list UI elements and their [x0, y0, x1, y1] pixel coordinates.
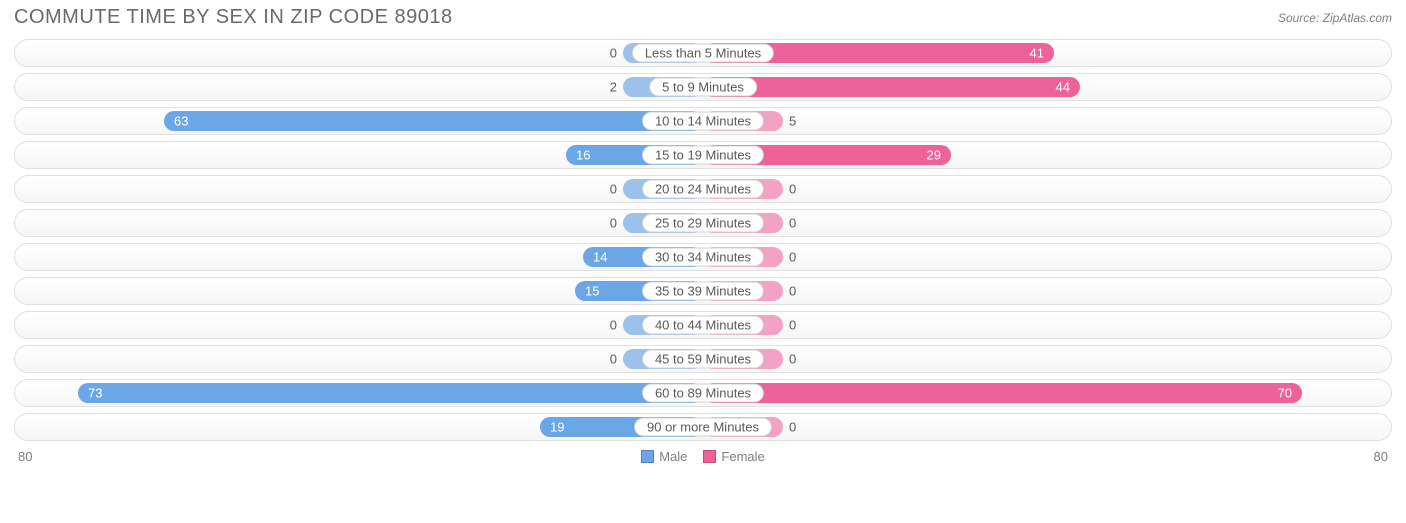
male-value: 14: [593, 250, 607, 265]
legend-female-swatch: [703, 450, 716, 463]
chart-header: Commute Time By Sex in Zip Code 89018 So…: [0, 0, 1406, 39]
male-value: 73: [88, 386, 102, 401]
female-value: 0: [789, 318, 796, 333]
chart-row: 14 0 30 to 34 Minutes: [14, 243, 1392, 271]
chart-row: 63 5 10 to 14 Minutes: [14, 107, 1392, 135]
category-label: 25 to 29 Minutes: [642, 214, 764, 233]
male-value: 0: [610, 352, 617, 367]
category-label: 15 to 19 Minutes: [642, 146, 764, 165]
axis-right-label: 80: [1374, 449, 1388, 464]
legend-female: Female: [703, 449, 764, 464]
category-label: 30 to 34 Minutes: [642, 248, 764, 267]
chart-row: 0 0 45 to 59 Minutes: [14, 345, 1392, 373]
male-value: 15: [585, 284, 599, 299]
male-value: 2: [610, 80, 617, 95]
chart-footer: 80 Male Female 80: [0, 447, 1406, 464]
category-label: 90 or more Minutes: [634, 418, 772, 437]
legend-male-label: Male: [659, 449, 687, 464]
female-value: 0: [789, 352, 796, 367]
female-value: 0: [789, 284, 796, 299]
category-label: 60 to 89 Minutes: [642, 384, 764, 403]
male-value: 0: [610, 318, 617, 333]
female-value: 41: [1030, 46, 1044, 61]
axis-left-label: 80: [18, 449, 32, 464]
female-value: 0: [789, 420, 796, 435]
female-value: 29: [927, 148, 941, 163]
female-value: 44: [1056, 80, 1070, 95]
female-value: 70: [1278, 386, 1292, 401]
legend: Male Female: [641, 449, 765, 464]
chart-title: Commute Time By Sex in Zip Code 89018: [14, 6, 453, 29]
chart-row: 0 0 25 to 29 Minutes: [14, 209, 1392, 237]
chart-row: 2 44 5 to 9 Minutes: [14, 73, 1392, 101]
category-label: 10 to 14 Minutes: [642, 112, 764, 131]
male-bar: 73: [78, 383, 703, 403]
category-label: 5 to 9 Minutes: [649, 78, 757, 97]
male-value: 63: [174, 114, 188, 129]
female-value: 0: [789, 250, 796, 265]
category-label: 20 to 24 Minutes: [642, 180, 764, 199]
male-value: 0: [610, 46, 617, 61]
chart-row: 0 0 20 to 24 Minutes: [14, 175, 1392, 203]
chart-row: 16 29 15 to 19 Minutes: [14, 141, 1392, 169]
female-value: 5: [789, 114, 796, 129]
female-value: 0: [789, 182, 796, 197]
male-value: 19: [550, 420, 564, 435]
male-value: 0: [610, 216, 617, 231]
legend-male: Male: [641, 449, 687, 464]
category-label: 40 to 44 Minutes: [642, 316, 764, 335]
chart-row: 15 0 35 to 39 Minutes: [14, 277, 1392, 305]
chart-row: 19 0 90 or more Minutes: [14, 413, 1392, 441]
male-bar: 63: [164, 111, 703, 131]
male-value: 0: [610, 182, 617, 197]
legend-female-label: Female: [721, 449, 764, 464]
male-value: 16: [576, 148, 590, 163]
legend-male-swatch: [641, 450, 654, 463]
chart-row: 73 70 60 to 89 Minutes: [14, 379, 1392, 407]
category-label: 45 to 59 Minutes: [642, 350, 764, 369]
category-label: 35 to 39 Minutes: [642, 282, 764, 301]
female-bar: 44: [703, 77, 1080, 97]
chart-row: 0 41 Less than 5 Minutes: [14, 39, 1392, 67]
chart-area: 0 41 Less than 5 Minutes 2 44 5 to 9 Minutes 6…: [0, 39, 1406, 441]
chart-row: 0 0 40 to 44 Minutes: [14, 311, 1392, 339]
category-label: Less than 5 Minutes: [632, 44, 774, 63]
female-bar: 70: [703, 383, 1302, 403]
chart-source: Source: ZipAtlas.com: [1278, 11, 1392, 25]
female-value: 0: [789, 216, 796, 231]
